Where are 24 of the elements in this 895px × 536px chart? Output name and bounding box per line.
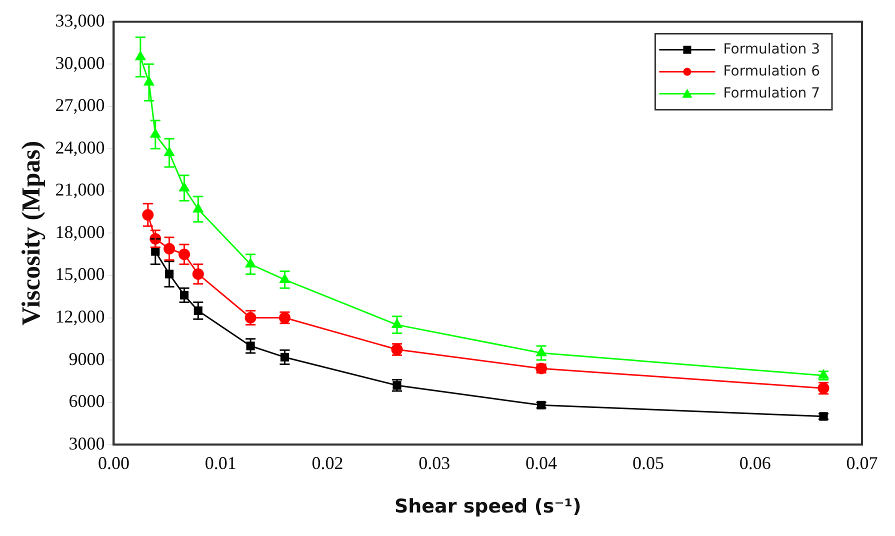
x-tick-label: 0.03: [418, 453, 450, 474]
y-tick-label: 21,000: [55, 180, 105, 200]
y-axis-title: Viscosity (Mpas): [16, 140, 46, 326]
x-tick-label: 0.05: [632, 453, 664, 474]
y-tick-label: 30,000: [55, 52, 105, 73]
x-tick-label: 0.07: [846, 453, 878, 474]
y-tick-label: 12,000: [55, 306, 105, 326]
x-axis-title: Shear speed (s⁻¹): [394, 496, 582, 518]
legend-label: Formulation 7: [723, 85, 820, 102]
y-tick-label: 3000: [68, 433, 105, 454]
x-tick-label: 0.06: [739, 453, 771, 474]
y-tick-label: 15,000: [55, 264, 105, 284]
y-tick-label: 24,000: [55, 137, 105, 158]
x-tick-label: 0.04: [526, 453, 558, 474]
x-tick-label: 0.00: [98, 453, 130, 474]
x-tick-label: 0.01: [204, 453, 236, 474]
legend-label: Formulation 3: [723, 41, 820, 58]
y-tick-label: 27,000: [55, 95, 105, 116]
x-tick-label: 0.02: [312, 453, 344, 474]
y-tick-label: 9000: [68, 348, 105, 369]
y-tick-label: 18,000: [55, 222, 105, 242]
y-tick-label: 33,000: [55, 10, 105, 31]
y-tick-label: 6000: [68, 391, 105, 412]
legend-label: Formulation 6: [723, 63, 820, 80]
